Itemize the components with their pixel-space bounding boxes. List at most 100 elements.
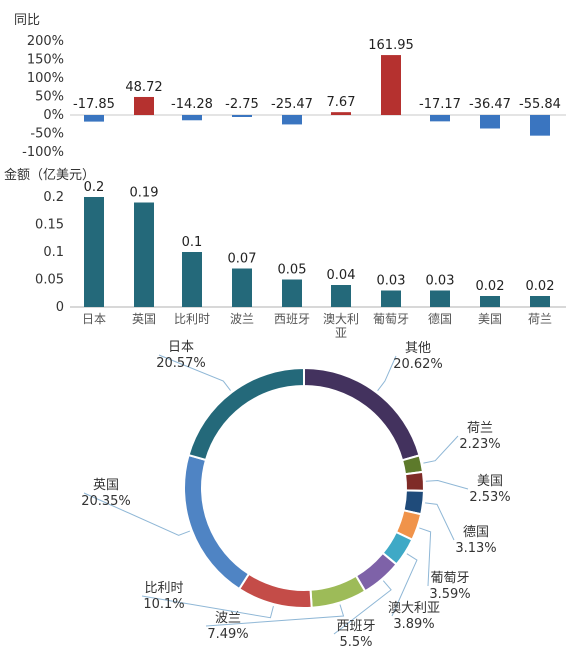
amount-bar bbox=[134, 202, 154, 307]
yoy-tick-label: -50% bbox=[30, 127, 64, 142]
category-label: 澳大利 bbox=[323, 312, 359, 326]
yoy-value-label: -17.17 bbox=[419, 97, 461, 112]
donut-slice bbox=[237, 572, 313, 609]
yoy-bar bbox=[84, 115, 104, 122]
yoy-bar bbox=[331, 112, 351, 115]
yoy-tick-label: 0% bbox=[43, 108, 64, 123]
yoy-value-label: -17.85 bbox=[73, 97, 115, 112]
yoy-bar bbox=[282, 115, 302, 125]
amount-bar bbox=[232, 268, 252, 307]
amount-bar bbox=[331, 285, 351, 307]
category-label: 葡萄牙 bbox=[373, 312, 409, 326]
donut-leader-line bbox=[141, 595, 274, 619]
category-label: 亚 bbox=[335, 326, 347, 340]
donut-leader-line bbox=[425, 480, 469, 490]
category-label: 美国 bbox=[478, 312, 502, 326]
amount-tick-label: 0.05 bbox=[35, 273, 64, 288]
yoy-tick-label: 150% bbox=[27, 53, 64, 68]
yoy-chart: 200% 150% 100% 50% 0% -50% -100% -17.85 48.72 -14… bbox=[22, 34, 566, 160]
yoy-tick-label: -100% bbox=[22, 145, 64, 160]
amount-bar bbox=[480, 296, 500, 307]
amount-value-label: 0.05 bbox=[278, 263, 307, 278]
yoy-bar bbox=[381, 55, 401, 115]
donut-slice-pct: 7.49% bbox=[207, 627, 248, 642]
donut-slice-pct: 20.35% bbox=[81, 494, 131, 509]
amount-bar bbox=[381, 290, 401, 307]
yoy-bar bbox=[232, 115, 252, 117]
category-label: 荷兰 bbox=[528, 312, 552, 326]
yoy-tick-label: 50% bbox=[35, 90, 64, 105]
amount-tick-label: 0.15 bbox=[35, 218, 64, 233]
donut-slice-name: 波兰 bbox=[215, 611, 241, 626]
amount-value-label: 0.02 bbox=[476, 279, 505, 294]
amount-value-label: 0.07 bbox=[228, 252, 257, 267]
yoy-value-label: -25.47 bbox=[271, 97, 313, 112]
amount-value-label: 0.19 bbox=[130, 186, 159, 201]
amount-tick-label: 0.1 bbox=[43, 245, 64, 260]
donut-leader-line bbox=[83, 492, 191, 536]
amount-axis-title: 金额（亿美元） bbox=[4, 167, 95, 183]
amount-value-label: 0.03 bbox=[426, 274, 455, 289]
amount-tick-label: 0.2 bbox=[43, 190, 64, 205]
donut-slice-pct: 3.59% bbox=[429, 587, 470, 602]
donut-slice-name: 澳大利亚 bbox=[388, 600, 440, 616]
amount-value-label: 0.04 bbox=[327, 268, 356, 283]
amount-bar bbox=[282, 279, 302, 307]
donut-slice bbox=[187, 366, 305, 462]
donut-leader-line bbox=[423, 435, 459, 464]
yoy-bar bbox=[530, 115, 550, 136]
donut-slice-name: 荷兰 bbox=[467, 421, 493, 436]
donut-slice bbox=[183, 453, 251, 591]
amount-value-label: 0.03 bbox=[377, 274, 406, 289]
category-label: 波兰 bbox=[230, 312, 254, 326]
yoy-axis-title: 同比 bbox=[14, 13, 40, 28]
donut-slice-pct: 3.89% bbox=[393, 617, 434, 632]
yoy-value-label: 48.72 bbox=[125, 80, 162, 95]
category-label: 比利时 bbox=[174, 312, 210, 326]
donut-slice-name: 其他 bbox=[405, 341, 431, 356]
amount-bar bbox=[182, 252, 202, 307]
amount-value-label: 0.2 bbox=[84, 180, 105, 195]
donut-slice-name: 美国 bbox=[477, 474, 503, 489]
amount-bar bbox=[430, 290, 450, 307]
donut-leader-line bbox=[425, 502, 455, 541]
amount-value-label: 0.02 bbox=[526, 279, 555, 294]
amount-chart: 0.2 0.15 0.1 0.05 0 0.2 0.19 0.1 0.07 0.05 0.04 0.0… bbox=[35, 180, 566, 340]
donut-leader-line bbox=[158, 354, 231, 391]
donut-slice-name: 英国 bbox=[93, 478, 119, 493]
yoy-value-label: -36.47 bbox=[469, 97, 511, 112]
donut-slice-pct: 2.53% bbox=[469, 490, 510, 505]
donut-slice-pct: 5.5% bbox=[339, 635, 372, 650]
donut-slice-name: 德国 bbox=[463, 525, 489, 540]
amount-bar bbox=[84, 197, 104, 307]
amount-tick-label: 0 bbox=[56, 300, 64, 315]
category-label: 日本 bbox=[82, 312, 106, 326]
donut-slice-pct: 2.23% bbox=[459, 437, 500, 452]
yoy-bar bbox=[430, 115, 450, 122]
donut-leader-line bbox=[391, 553, 418, 617]
yoy-value-label: -55.84 bbox=[519, 97, 561, 112]
yoy-value-label: 7.67 bbox=[327, 95, 356, 110]
donut-leader-line bbox=[419, 527, 432, 587]
donut-slice-name: 比利时 bbox=[144, 581, 183, 596]
yoy-value-label: -2.75 bbox=[225, 97, 259, 112]
donut-slice-pct: 20.62% bbox=[393, 357, 443, 372]
donut-slice bbox=[303, 366, 421, 462]
donut-leader-line bbox=[333, 580, 392, 635]
donut-slice-pct: 20.57% bbox=[156, 356, 206, 371]
donut-slice-name: 葡萄牙 bbox=[430, 571, 469, 586]
donut-slice bbox=[403, 470, 425, 492]
category-label: 德国 bbox=[428, 311, 452, 326]
category-label: 英国 bbox=[132, 312, 156, 326]
donut-slice-pct: 10.1% bbox=[143, 597, 184, 612]
donut-slice bbox=[309, 574, 367, 609]
amount-bar bbox=[530, 296, 550, 307]
yoy-bar bbox=[134, 96, 154, 115]
yoy-tick-label: 100% bbox=[27, 71, 64, 86]
donut-slice-pct: 3.13% bbox=[455, 541, 496, 556]
amount-value-label: 0.1 bbox=[182, 235, 203, 250]
donut-slice-name: 日本 bbox=[168, 340, 194, 355]
yoy-tick-label: 200% bbox=[27, 34, 64, 49]
yoy-bar bbox=[182, 115, 202, 121]
